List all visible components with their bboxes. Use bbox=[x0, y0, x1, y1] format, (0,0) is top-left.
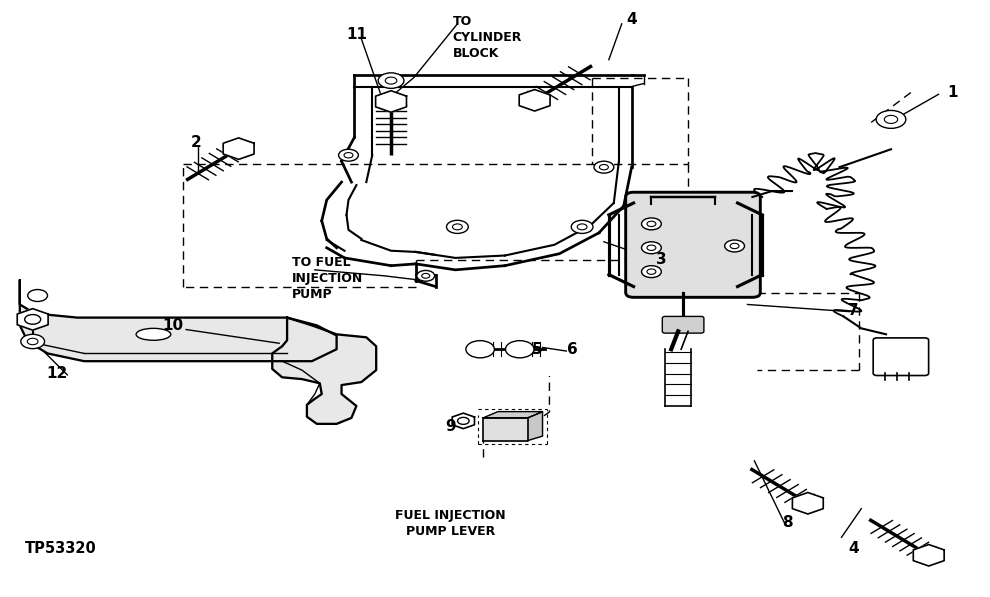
Polygon shape bbox=[20, 281, 337, 361]
Circle shape bbox=[417, 270, 435, 281]
Text: 9: 9 bbox=[446, 419, 455, 435]
Text: 8: 8 bbox=[782, 515, 792, 530]
Text: TO FUEL
INJECTION
PUMP: TO FUEL INJECTION PUMP bbox=[292, 256, 363, 300]
FancyBboxPatch shape bbox=[626, 192, 760, 297]
Polygon shape bbox=[272, 318, 376, 424]
Polygon shape bbox=[17, 309, 49, 330]
Text: 2: 2 bbox=[191, 134, 201, 150]
Polygon shape bbox=[483, 418, 528, 441]
Polygon shape bbox=[528, 412, 543, 441]
Text: 7: 7 bbox=[848, 303, 858, 318]
Text: 6: 6 bbox=[567, 341, 577, 357]
Ellipse shape bbox=[137, 328, 170, 340]
Text: TP53320: TP53320 bbox=[25, 541, 96, 556]
Text: 5: 5 bbox=[533, 341, 543, 357]
Polygon shape bbox=[519, 90, 550, 111]
Polygon shape bbox=[223, 138, 254, 159]
Text: 10: 10 bbox=[162, 318, 184, 333]
Circle shape bbox=[466, 341, 494, 358]
Circle shape bbox=[876, 110, 906, 128]
Polygon shape bbox=[483, 412, 543, 418]
Circle shape bbox=[642, 266, 661, 278]
Text: 4: 4 bbox=[627, 11, 637, 27]
Circle shape bbox=[506, 341, 534, 358]
Polygon shape bbox=[914, 544, 944, 566]
Text: TO
CYLINDER
BLOCK: TO CYLINDER BLOCK bbox=[452, 15, 522, 60]
Text: FUEL INJECTION
PUMP LEVER: FUEL INJECTION PUMP LEVER bbox=[395, 509, 506, 538]
Text: 3: 3 bbox=[656, 252, 666, 267]
Circle shape bbox=[378, 73, 404, 88]
Text: 12: 12 bbox=[47, 365, 68, 381]
Circle shape bbox=[571, 220, 593, 233]
Circle shape bbox=[594, 161, 614, 173]
Circle shape bbox=[642, 242, 661, 254]
Circle shape bbox=[642, 218, 661, 230]
FancyBboxPatch shape bbox=[873, 338, 929, 376]
Polygon shape bbox=[792, 493, 824, 514]
Circle shape bbox=[21, 334, 45, 349]
Polygon shape bbox=[375, 91, 407, 112]
Circle shape bbox=[339, 149, 358, 161]
Circle shape bbox=[446, 220, 468, 233]
Text: 4: 4 bbox=[848, 540, 858, 556]
FancyBboxPatch shape bbox=[662, 316, 704, 333]
Circle shape bbox=[725, 240, 744, 252]
Text: 11: 11 bbox=[346, 27, 367, 42]
Polygon shape bbox=[452, 413, 474, 429]
Text: 1: 1 bbox=[947, 85, 957, 100]
Circle shape bbox=[28, 290, 48, 301]
